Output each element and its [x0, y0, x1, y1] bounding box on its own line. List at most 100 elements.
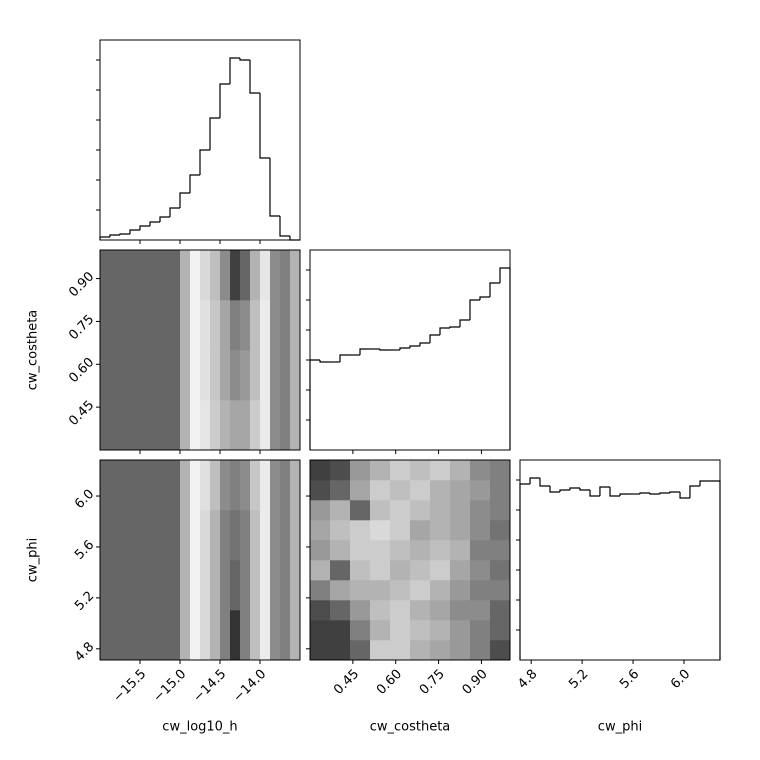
density-cell	[270, 250, 281, 301]
density-cell	[490, 540, 511, 561]
density-cell	[210, 300, 221, 351]
panel-frame	[519, 459, 721, 661]
density-cell	[310, 580, 331, 601]
density-cell	[160, 350, 171, 401]
density-cell	[370, 600, 391, 621]
density-cell	[210, 460, 221, 511]
density-cell	[410, 520, 431, 541]
histogram-step	[379, 349, 390, 351]
histogram-step	[439, 327, 450, 335]
density-cell	[200, 350, 211, 401]
histogram-step	[659, 492, 670, 494]
density-cell	[170, 460, 181, 511]
density-cell	[490, 480, 511, 501]
histogram-step	[669, 491, 681, 493]
density-cell	[290, 400, 301, 451]
x-tick-label: −15.5	[111, 667, 150, 706]
histogram-step	[109, 234, 120, 237]
density-cell	[280, 560, 291, 611]
density-cell	[330, 580, 351, 601]
histogram-step	[179, 192, 190, 208]
panel-frame	[309, 249, 511, 451]
density-cell	[110, 350, 121, 401]
histogram-step	[339, 354, 350, 362]
density-cell	[410, 500, 431, 521]
density-cell	[200, 510, 211, 561]
density-cell	[390, 460, 411, 481]
density-cell	[410, 480, 431, 501]
density-cell	[260, 460, 271, 511]
density-cell	[350, 600, 371, 621]
y-tick-label: 0.45	[66, 398, 97, 429]
density-cell	[430, 540, 451, 561]
histogram-step	[589, 490, 600, 497]
density-cell	[350, 640, 371, 661]
histogram-step	[149, 221, 160, 226]
density-cell	[450, 540, 471, 561]
x-axis-label: cw_costheta	[370, 720, 451, 735]
density-cell	[120, 350, 131, 401]
density-cell	[150, 350, 161, 401]
density-cell	[170, 350, 181, 401]
density-cell	[120, 300, 131, 351]
density-cell	[120, 510, 131, 561]
histogram-step	[239, 58, 250, 61]
density-cell	[270, 510, 281, 561]
density-cell	[470, 640, 491, 661]
density-cell	[220, 300, 231, 351]
density-cell	[140, 350, 151, 401]
density-cell	[370, 580, 391, 601]
density-cell	[310, 600, 331, 621]
density-cell	[160, 560, 171, 611]
density-cell	[190, 560, 201, 611]
density-cell	[490, 640, 511, 661]
density-cell	[260, 560, 271, 611]
histogram-step	[169, 207, 180, 217]
density-cell	[190, 250, 201, 301]
density-cell	[250, 350, 261, 401]
density-cell	[170, 560, 181, 611]
density-cell	[450, 560, 471, 581]
histogram-step	[359, 348, 370, 355]
density-cell	[110, 300, 121, 351]
y-axis-label: cw_costheta	[26, 310, 41, 391]
density-cell	[330, 500, 351, 521]
density-cell	[430, 600, 451, 621]
x-tick-label: −15.0	[151, 667, 190, 706]
density-cell	[430, 560, 451, 581]
histogram-step	[469, 299, 480, 320]
density-cell	[280, 610, 291, 661]
density-cell	[170, 300, 181, 351]
density-cell	[160, 460, 171, 511]
histogram-step	[599, 486, 611, 496]
density-cell	[190, 350, 201, 401]
density-cell	[410, 540, 431, 561]
histogram-step	[489, 282, 500, 297]
density-cell	[120, 250, 131, 301]
histogram-step	[459, 319, 470, 327]
histogram-step	[539, 478, 551, 487]
density-cell	[180, 400, 191, 451]
density-cell	[490, 580, 511, 601]
density-cell	[370, 620, 391, 641]
histogram-step	[699, 480, 710, 486]
histogram-step	[549, 486, 560, 493]
density-cell	[330, 560, 351, 581]
density-cell	[430, 620, 451, 641]
density-cell	[220, 400, 231, 451]
density-cell	[450, 620, 471, 641]
density-cell	[210, 510, 221, 561]
density-cell	[210, 250, 221, 301]
density-cell	[230, 350, 241, 401]
density-cell	[290, 560, 301, 611]
density-cell	[240, 560, 251, 611]
density-cell	[290, 460, 301, 511]
density-cell	[350, 580, 371, 601]
density-cell	[350, 540, 371, 561]
histogram-step	[649, 493, 661, 495]
density-cell	[450, 580, 471, 601]
density-cell	[200, 300, 211, 351]
density-cell	[170, 610, 181, 661]
density-cell	[390, 540, 411, 561]
density-cell	[280, 460, 291, 511]
